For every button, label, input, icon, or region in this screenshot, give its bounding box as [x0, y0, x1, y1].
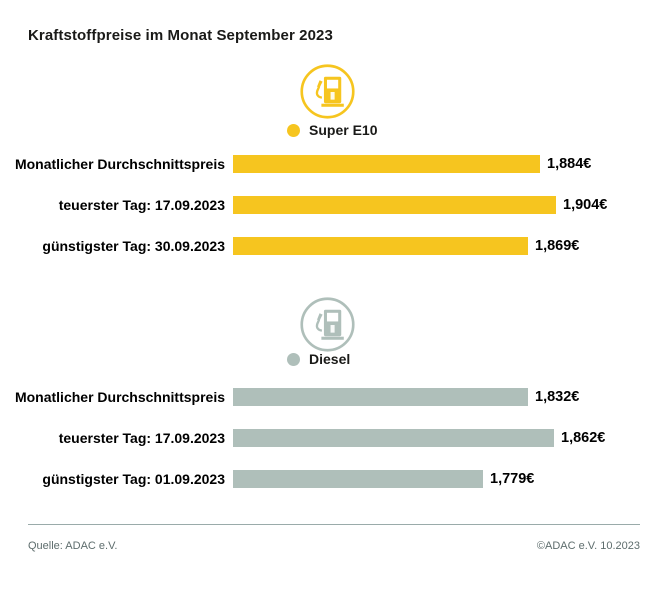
legend-diesel: Diesel: [287, 351, 350, 367]
copyright-note: ©ADAC e.V. 10.2023: [536, 540, 640, 552]
bar-row-diesel-avg: Monatlicher Durchschnittspreis 1,832€: [0, 388, 668, 406]
bar-value-label: 1,862€: [561, 430, 606, 446]
bar-super-e10-min-day: [233, 237, 528, 255]
fuel-pump-icon: [299, 63, 356, 120]
bar-value-label: 1,904€: [563, 197, 608, 213]
bar-category-label: günstigster Tag: 01.09.2023: [42, 471, 225, 487]
bar-value-label: 1,884€: [547, 156, 592, 172]
bar-diesel-max-day: [233, 429, 554, 447]
bar-category-label: Monatlicher Durchschnittspreis: [14, 389, 225, 405]
legend-super-e10: Super E10: [287, 122, 377, 138]
bar-diesel-average: [233, 388, 528, 406]
bar-row-diesel-min: günstigster Tag: 01.09.2023 1,779€: [0, 470, 668, 488]
bar-category-label: teuerster Tag: 17.09.2023: [58, 197, 225, 213]
bar-row-diesel-max: teuerster Tag: 17.09.2023 1,862€: [0, 429, 668, 447]
bar-row-super-min: günstigster Tag: 30.09.2023 1,869€: [0, 237, 668, 255]
fuel-pump-icon: [299, 296, 356, 353]
bar-value-label: 1,832€: [535, 389, 580, 405]
bar-row-super-avg: Monatlicher Durchschnittspreis 1,884€: [0, 155, 668, 173]
bar-row-super-max: teuerster Tag: 17.09.2023 1,904€: [0, 196, 668, 214]
bar-category-label: teuerster Tag: 17.09.2023: [58, 430, 225, 446]
bar-category-label: günstigster Tag: 30.09.2023: [42, 238, 225, 254]
legend-bullet-super-e10: [287, 123, 300, 137]
source-note: Quelle: ADAC e.V.: [28, 540, 118, 552]
bar-diesel-min-day: [233, 470, 483, 488]
page-title: Kraftstoffpreise im Monat September 2023: [28, 27, 333, 44]
bar-category-label: Monatlicher Durchschnittspreis: [14, 156, 225, 172]
legend-bullet-diesel: [287, 352, 300, 366]
footer-divider: [28, 524, 640, 525]
bar-super-e10-average: [233, 155, 540, 173]
bar-super-e10-max-day: [233, 196, 556, 214]
legend-label-diesel: Diesel: [309, 351, 351, 367]
legend-label-super-e10: Super E10: [309, 122, 378, 138]
bar-value-label: 1,869€: [535, 238, 580, 254]
bar-value-label: 1,779€: [490, 471, 535, 487]
